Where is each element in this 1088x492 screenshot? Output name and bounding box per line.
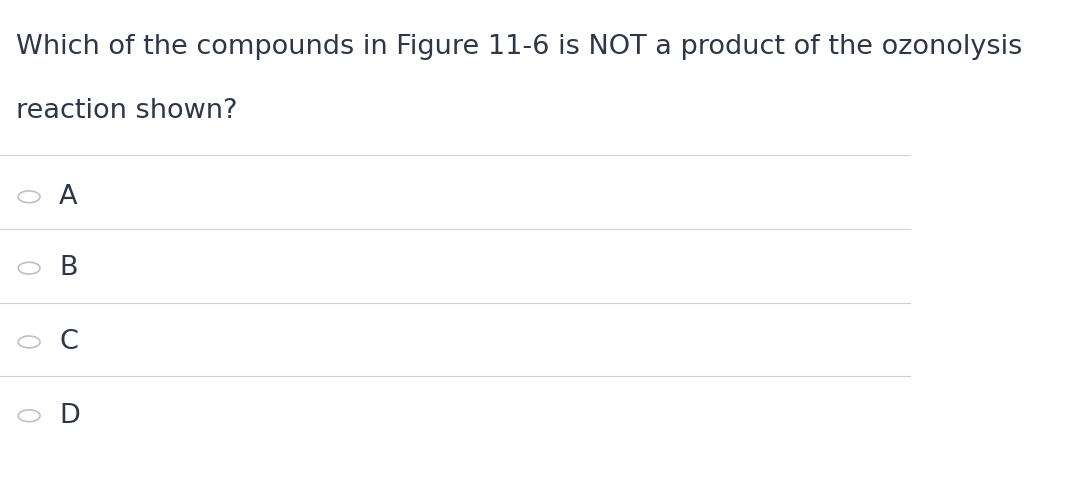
Text: B: B [59, 255, 77, 281]
Text: D: D [59, 403, 81, 429]
Text: reaction shown?: reaction shown? [16, 98, 238, 124]
Text: Which of the compounds in Figure 11-6 is NOT a product of the ozonolysis: Which of the compounds in Figure 11-6 is… [16, 34, 1023, 61]
Text: A: A [59, 184, 77, 210]
Text: C: C [59, 329, 78, 355]
